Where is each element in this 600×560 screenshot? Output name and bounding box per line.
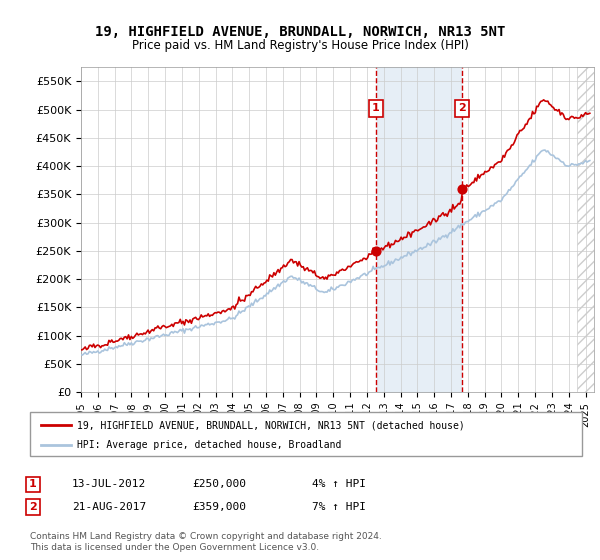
Text: 19, HIGHFIELD AVENUE, BRUNDALL, NORWICH, NR13 5NT (detached house): 19, HIGHFIELD AVENUE, BRUNDALL, NORWICH,… — [77, 420, 464, 430]
Text: 13-JUL-2012: 13-JUL-2012 — [72, 479, 146, 489]
Text: HPI: Average price, detached house, Broadland: HPI: Average price, detached house, Broa… — [77, 440, 341, 450]
Point — [457, 185, 467, 194]
Text: 21-AUG-2017: 21-AUG-2017 — [72, 502, 146, 512]
Point — [371, 246, 381, 255]
Text: 4% ↑ HPI: 4% ↑ HPI — [312, 479, 366, 489]
Text: 1: 1 — [372, 104, 380, 114]
Text: 1: 1 — [29, 479, 37, 489]
Text: 2: 2 — [458, 104, 466, 114]
Text: Price paid vs. HM Land Registry's House Price Index (HPI): Price paid vs. HM Land Registry's House … — [131, 39, 469, 52]
Text: Contains HM Land Registry data © Crown copyright and database right 2024.
This d: Contains HM Land Registry data © Crown c… — [30, 532, 382, 552]
Text: 19, HIGHFIELD AVENUE, BRUNDALL, NORWICH, NR13 5NT: 19, HIGHFIELD AVENUE, BRUNDALL, NORWICH,… — [95, 25, 505, 39]
Text: 2: 2 — [29, 502, 37, 512]
Text: 7% ↑ HPI: 7% ↑ HPI — [312, 502, 366, 512]
FancyBboxPatch shape — [30, 412, 582, 456]
Text: £359,000: £359,000 — [192, 502, 246, 512]
Text: £250,000: £250,000 — [192, 479, 246, 489]
